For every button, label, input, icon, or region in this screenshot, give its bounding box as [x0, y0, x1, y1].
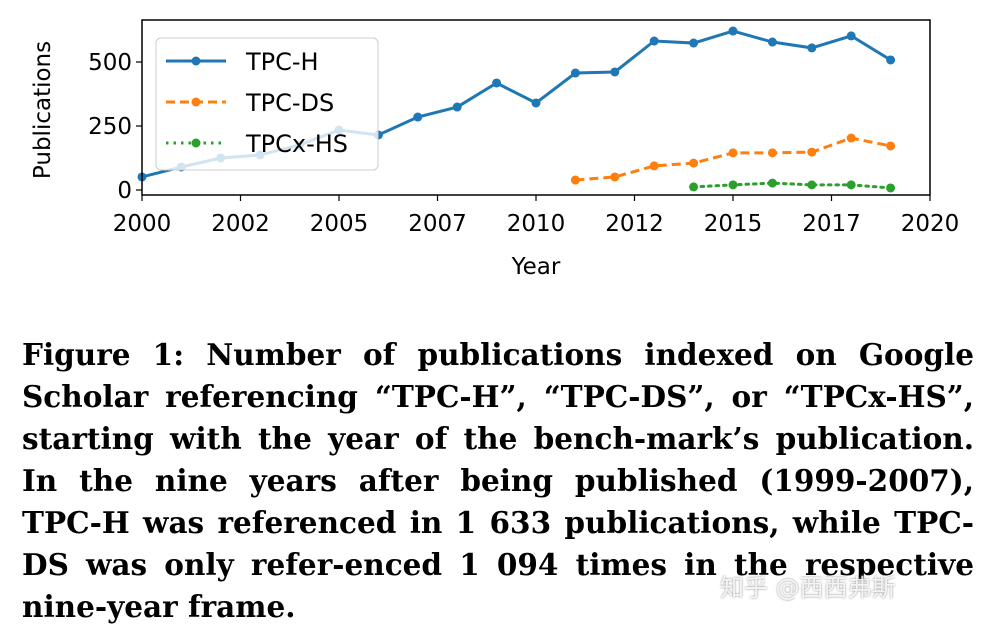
data-point [570, 175, 580, 185]
data-point [689, 182, 699, 192]
data-point [728, 148, 738, 158]
y-tick-label: 500 [88, 50, 132, 76]
data-point [886, 55, 896, 65]
figure-caption: Figure 1: Number of publications indexed… [22, 337, 974, 624]
data-point [846, 133, 856, 143]
data-point [649, 36, 659, 46]
x-tick-label: 2000 [113, 211, 172, 237]
watermark: 知乎 @西西弗斯 [720, 574, 896, 602]
series-line-tpcx-hs [692, 181, 893, 190]
data-point [413, 112, 423, 122]
data-point [492, 78, 502, 88]
x-tick-label: 2012 [605, 211, 664, 237]
data-point [649, 161, 659, 171]
legend-label: TPCx-HS [245, 130, 348, 158]
data-point [570, 68, 580, 78]
data-point [610, 172, 620, 182]
y-tick-label: 0 [117, 178, 132, 204]
data-point [689, 158, 699, 168]
x-tick-label: 2007 [408, 211, 467, 237]
data-point [689, 38, 699, 48]
legend-marker [191, 97, 201, 107]
data-point [767, 148, 777, 158]
publications-chart: TPC-H TPC-DS TPCx-HS 2000 2002 2005 2007 2010 20… [30, 19, 960, 280]
data-point [767, 37, 777, 47]
data-point [807, 180, 817, 190]
legend-label: TPC-DS [245, 89, 334, 117]
x-tick-label: 2002 [211, 211, 270, 237]
y-axis-label: Publications [30, 41, 56, 179]
x-axis-label: Year [511, 254, 561, 280]
data-point [886, 141, 896, 151]
legend-marker [191, 138, 201, 148]
legend-marker [191, 56, 201, 66]
x-tick-label: 2010 [507, 211, 566, 237]
series-line-tpc-ds [575, 136, 891, 182]
x-tick-label: 2015 [704, 211, 763, 237]
data-point [452, 102, 462, 112]
y-tick-label: 250 [88, 114, 132, 140]
legend-label: TPC-H [245, 48, 319, 76]
x-tick-label: 2017 [802, 211, 861, 237]
data-point [846, 180, 856, 190]
data-point [531, 98, 541, 108]
data-point [610, 67, 620, 77]
data-point [807, 43, 817, 53]
x-tick-label: 2005 [310, 211, 369, 237]
data-point [846, 31, 856, 41]
data-point [767, 178, 777, 188]
legend-box [155, 37, 379, 171]
data-point [807, 147, 817, 157]
data-point [728, 180, 738, 190]
data-point [728, 26, 738, 36]
data-point [886, 183, 896, 193]
x-tick-label: 2020 [901, 211, 960, 237]
